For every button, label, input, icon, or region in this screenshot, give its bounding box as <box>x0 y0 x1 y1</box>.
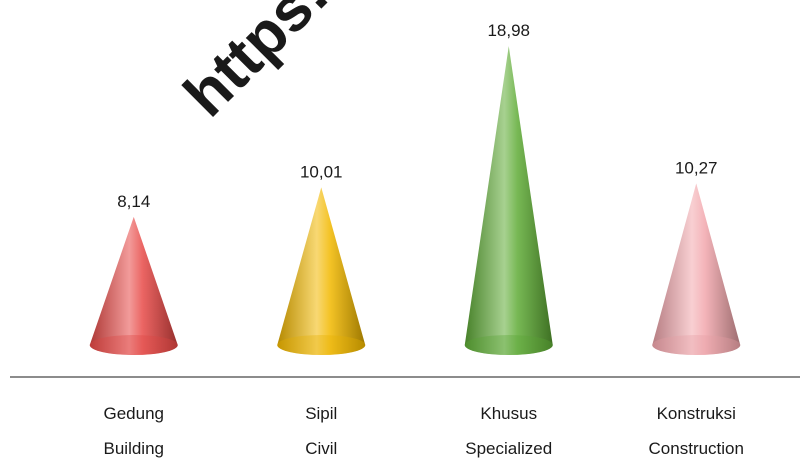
category-label: Khusus <box>480 404 537 423</box>
cone-body <box>277 187 366 355</box>
watermark-text: https:// <box>171 0 366 130</box>
cone-base <box>464 335 553 355</box>
category-label-en: Construction <box>649 439 744 458</box>
category-label-en: Building <box>104 439 165 458</box>
labels-layer: 8,14 Gedung Building 10,01 Sipil Civil 18,98 Kh… <box>104 21 744 458</box>
cone-bar <box>277 187 366 355</box>
cone-body <box>89 216 178 355</box>
cones-layer <box>89 46 741 355</box>
value-label: 10,27 <box>675 158 718 177</box>
value-label: 8,14 <box>117 192 150 211</box>
category-label-en: Civil <box>305 439 337 458</box>
category-label-en: Specialized <box>465 439 552 458</box>
value-label: 10,01 <box>300 162 343 181</box>
cone-base <box>277 335 366 355</box>
category-label: Sipil <box>305 404 337 423</box>
category-label: Gedung <box>104 404 165 423</box>
value-label: 18,98 <box>487 21 530 40</box>
cone-base <box>652 335 741 355</box>
cone-body <box>652 183 741 355</box>
cone-bar <box>464 46 553 355</box>
cone-body <box>464 46 553 355</box>
cone-bar <box>652 183 741 355</box>
cone-bar <box>89 216 178 355</box>
cone-base <box>89 335 178 355</box>
category-label: Konstruksi <box>657 404 736 423</box>
